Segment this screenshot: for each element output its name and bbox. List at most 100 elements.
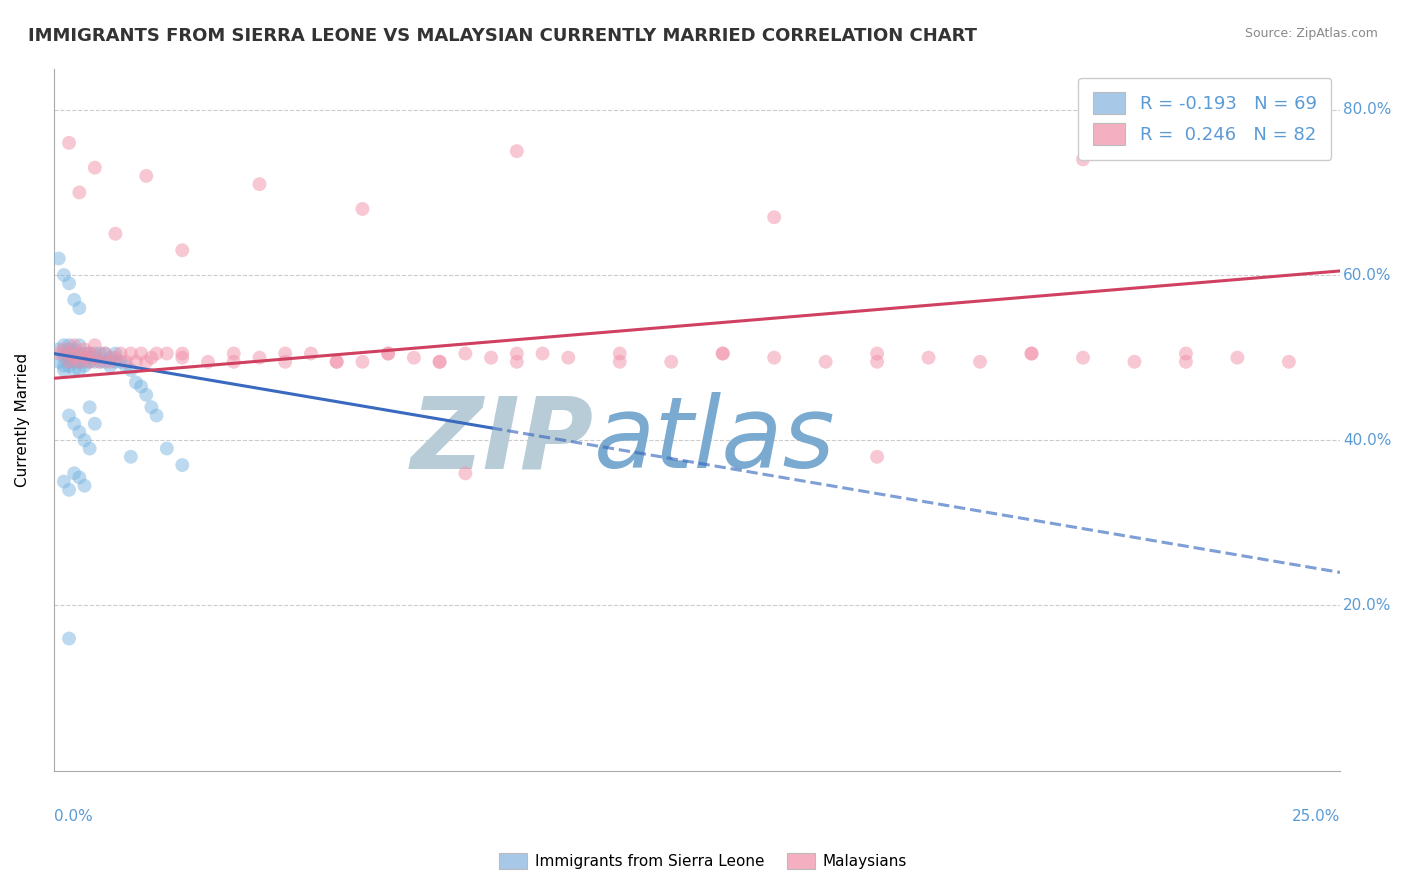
Point xyxy=(1174,346,1197,360)
Point xyxy=(67,425,90,439)
Point xyxy=(222,355,245,369)
Point xyxy=(104,351,127,365)
Text: 20.0%: 20.0% xyxy=(1343,598,1392,613)
Text: 80.0%: 80.0% xyxy=(1343,103,1392,118)
Point xyxy=(73,351,96,365)
Point xyxy=(197,355,219,369)
Point xyxy=(94,346,117,360)
Point xyxy=(79,442,101,456)
Legend: R = -0.193   N = 69, R =  0.246   N = 82: R = -0.193 N = 69, R = 0.246 N = 82 xyxy=(1078,78,1331,160)
Point xyxy=(141,351,163,365)
Point xyxy=(58,359,80,373)
Point xyxy=(120,363,142,377)
Point xyxy=(52,346,75,360)
Point xyxy=(145,409,167,423)
Point xyxy=(763,211,786,225)
Point xyxy=(94,346,117,360)
Point xyxy=(67,186,90,200)
Point xyxy=(58,409,80,423)
Point xyxy=(89,346,111,360)
Point xyxy=(141,401,163,415)
Text: 25.0%: 25.0% xyxy=(1292,809,1340,824)
Point xyxy=(48,355,70,369)
Point xyxy=(274,355,297,369)
Point xyxy=(48,343,70,357)
Point xyxy=(83,417,105,431)
Point xyxy=(79,346,101,360)
Point xyxy=(479,351,502,365)
Point xyxy=(73,351,96,365)
Point xyxy=(145,346,167,360)
Point xyxy=(814,355,837,369)
Point xyxy=(67,346,90,360)
Point xyxy=(156,442,179,456)
Point xyxy=(557,351,579,365)
Point xyxy=(114,359,136,373)
Point xyxy=(73,346,96,360)
Point xyxy=(52,475,75,489)
Point xyxy=(58,136,80,150)
Point xyxy=(52,268,75,282)
Point xyxy=(135,388,157,402)
Point xyxy=(52,359,75,373)
Point xyxy=(52,338,75,352)
Point xyxy=(67,346,90,360)
Point xyxy=(120,450,142,464)
Point xyxy=(83,161,105,175)
Point xyxy=(63,343,86,357)
Point xyxy=(917,351,939,365)
Point xyxy=(98,359,121,373)
Point xyxy=(172,351,194,365)
Point xyxy=(73,355,96,369)
Text: 0.0%: 0.0% xyxy=(53,809,93,824)
Point xyxy=(63,467,86,481)
Point xyxy=(325,355,347,369)
Point xyxy=(1174,355,1197,369)
Point xyxy=(63,355,86,369)
Point xyxy=(506,144,529,158)
Point xyxy=(83,355,105,369)
Point xyxy=(377,346,399,360)
Point xyxy=(94,355,117,369)
Point xyxy=(249,177,271,191)
Point xyxy=(89,355,111,369)
Point xyxy=(249,351,271,365)
Point xyxy=(48,252,70,266)
Point xyxy=(1021,346,1043,360)
Point xyxy=(48,346,70,360)
Point xyxy=(58,338,80,352)
Point xyxy=(299,346,322,360)
Point xyxy=(609,355,631,369)
Point xyxy=(58,483,80,497)
Point xyxy=(58,355,80,369)
Point xyxy=(83,351,105,365)
Point xyxy=(83,351,105,365)
Point xyxy=(58,346,80,360)
Point xyxy=(609,346,631,360)
Point xyxy=(58,351,80,365)
Point xyxy=(129,379,152,393)
Point xyxy=(79,351,101,365)
Point xyxy=(58,355,80,369)
Text: atlas: atlas xyxy=(593,392,835,489)
Point xyxy=(58,343,80,357)
Point xyxy=(120,346,142,360)
Legend: Immigrants from Sierra Leone, Malaysians: Immigrants from Sierra Leone, Malaysians xyxy=(494,847,912,875)
Point xyxy=(1071,153,1094,167)
Point xyxy=(377,346,399,360)
Point xyxy=(67,355,90,369)
Point xyxy=(135,355,157,369)
Point xyxy=(129,346,152,360)
Point xyxy=(67,338,90,352)
Point xyxy=(63,351,86,365)
Point xyxy=(711,346,734,360)
Point xyxy=(156,346,179,360)
Point xyxy=(222,346,245,360)
Point xyxy=(506,346,529,360)
Point xyxy=(104,227,127,241)
Point xyxy=(1123,355,1146,369)
Point xyxy=(866,355,889,369)
Point xyxy=(67,355,90,369)
Point xyxy=(274,346,297,360)
Point xyxy=(73,434,96,448)
